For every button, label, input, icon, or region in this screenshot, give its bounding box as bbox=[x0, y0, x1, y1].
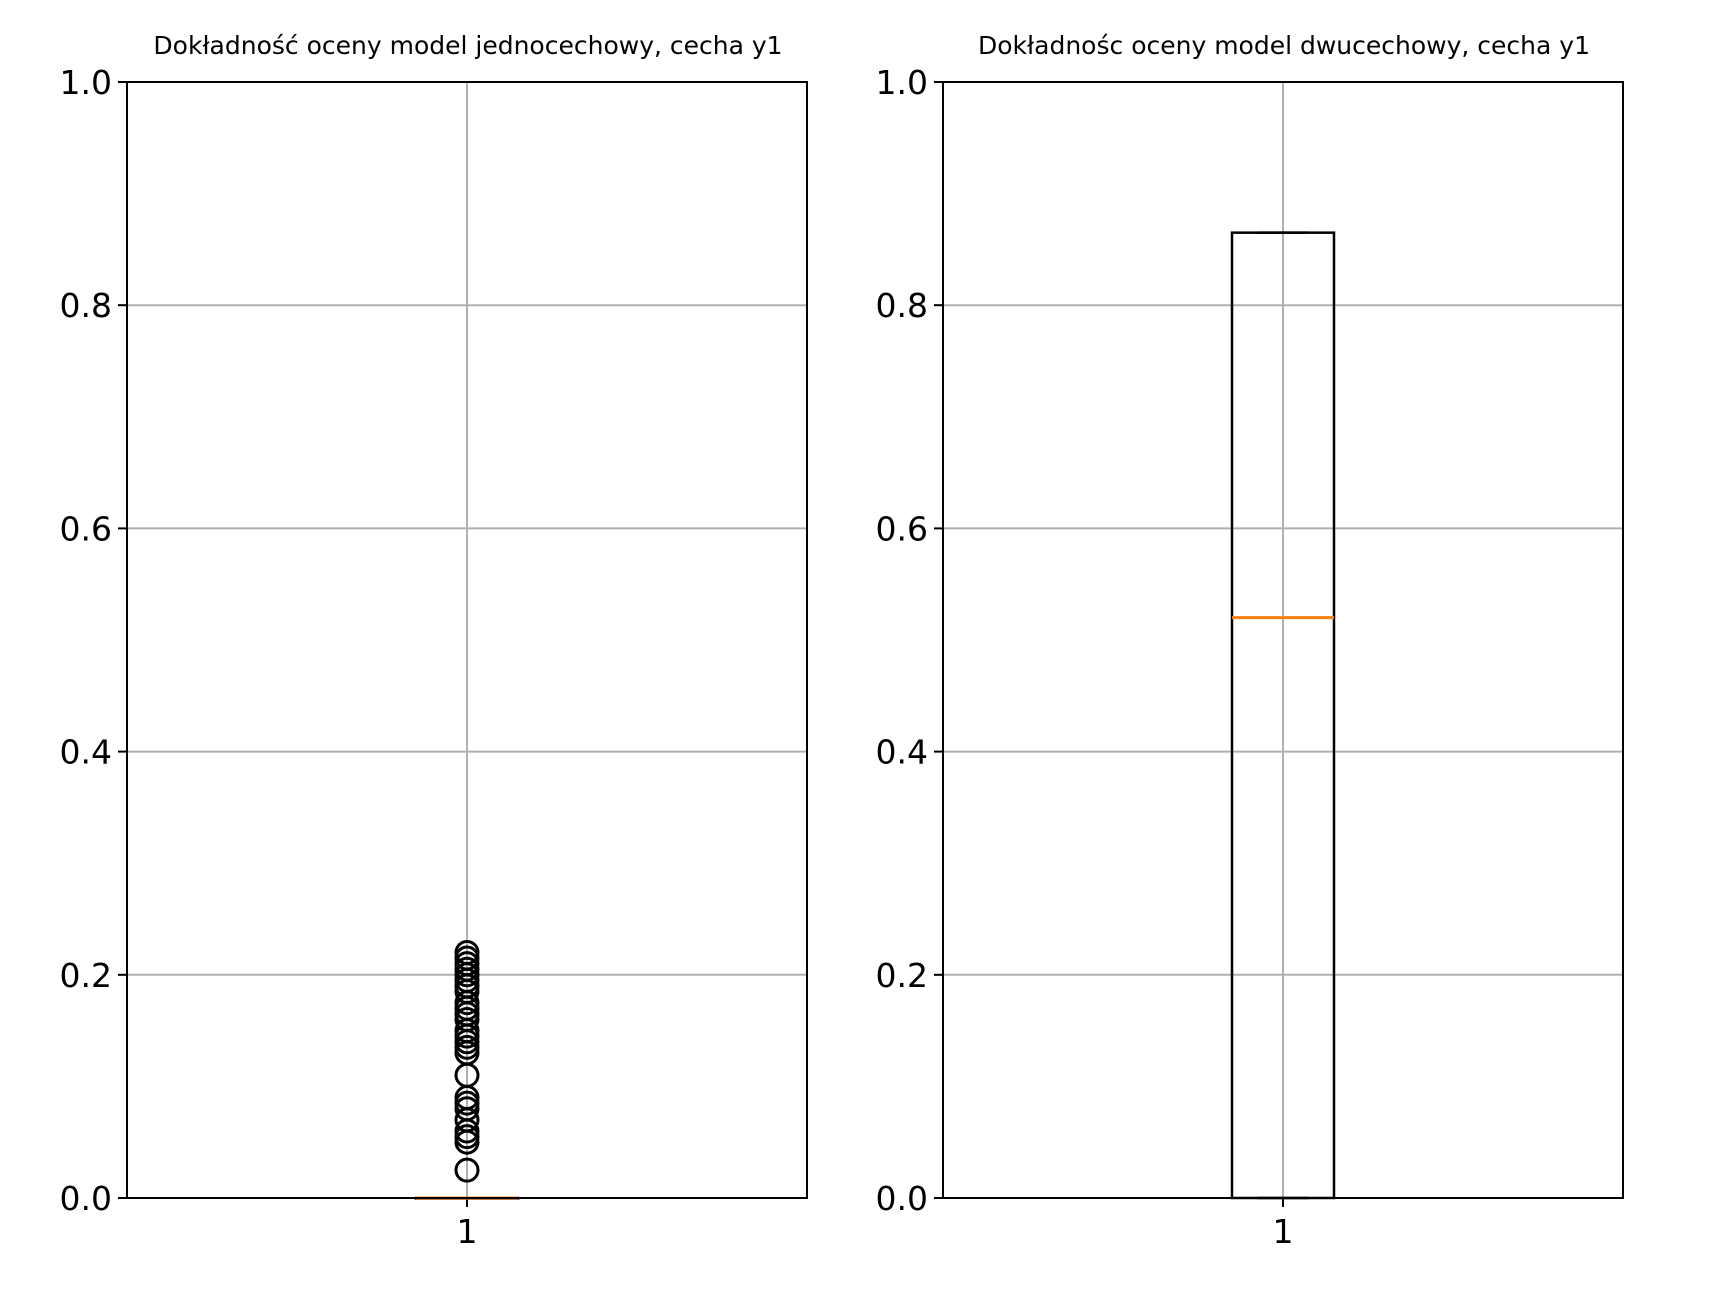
axes-frame bbox=[942, 81, 1624, 1199]
y-tick-label: 0.6 bbox=[60, 509, 112, 548]
right-panel-title: Dokładnośc oceny model dwucechowy, cecha… bbox=[978, 31, 1590, 60]
left-panel-title: Dokładność oceny model jednocechowy, cec… bbox=[153, 31, 782, 60]
x-tick-label: 1 bbox=[457, 1212, 478, 1251]
y-tick-label: 0.8 bbox=[876, 286, 928, 325]
axes-frame bbox=[126, 81, 808, 1199]
y-tick-label: 0.4 bbox=[876, 733, 928, 772]
right-panel: 0.0 0.2 0.4 0.6 0.8 1.0 1 bbox=[876, 63, 1624, 1251]
y-tick-label: 1.0 bbox=[60, 63, 112, 102]
y-tick-label: 1.0 bbox=[876, 63, 928, 102]
y-tick-label: 0.4 bbox=[60, 733, 112, 772]
y-tick-label: 0.6 bbox=[876, 509, 928, 548]
y-tick-label: 0.8 bbox=[60, 286, 112, 325]
outlier-point bbox=[454, 1157, 480, 1183]
y-tick-label: 0.2 bbox=[876, 956, 928, 995]
outlier-point bbox=[454, 939, 480, 965]
y-tick-label: 0.0 bbox=[60, 1179, 112, 1218]
y-tick-label: 0.2 bbox=[60, 956, 112, 995]
y-tick-label: 0.0 bbox=[876, 1179, 928, 1218]
x-tick-label: 1 bbox=[1273, 1212, 1294, 1251]
left-panel: 0.0 0.2 0.4 0.6 0.8 1.0 1 bbox=[60, 63, 808, 1251]
